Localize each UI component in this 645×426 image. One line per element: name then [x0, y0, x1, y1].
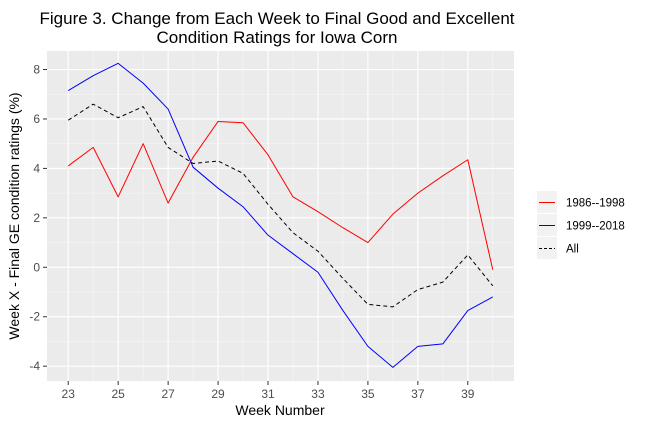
x-tick-label: 25 [111, 387, 125, 401]
y-axis-ticks: -4 -2 0 2 4 6 8 [29, 63, 47, 373]
series-line-3 [67, 103, 494, 308]
grid-major [47, 51, 514, 381]
legend: 1986--1998 1999--2018 All [537, 191, 625, 259]
series-lines [67, 62, 494, 368]
y-tick-label: 8 [33, 63, 40, 77]
x-tick-label: 29 [211, 387, 225, 401]
x-axis-title: Week Number [235, 402, 325, 418]
x-tick-label: 23 [62, 387, 76, 401]
y-tick-label: -4 [29, 359, 40, 373]
y-tick-label: -2 [29, 310, 40, 324]
x-tick-label: 37 [411, 387, 425, 401]
x-tick-label: 33 [311, 387, 325, 401]
series-line-2 [67, 62, 494, 368]
legend-label: 1986--1998 [566, 198, 625, 210]
y-tick-label: 0 [33, 260, 40, 274]
y-tick-label: 4 [33, 161, 40, 175]
chart-title-line-2: Condition Ratings for Iowa Corn [157, 28, 398, 47]
legend-label: All [566, 244, 579, 256]
chart-title-line-1: Figure 3. Change from Each Week to Final… [40, 9, 515, 28]
y-tick-label: 2 [33, 211, 40, 225]
legend-label: 1999--2018 [566, 221, 625, 233]
y-tick-label: 6 [33, 112, 40, 126]
x-tick-label: 35 [361, 387, 375, 401]
y-axis-title: Week X - Final GE condition ratings (%) [6, 92, 22, 339]
x-tick-label: 27 [161, 387, 175, 401]
x-tick-label: 39 [461, 387, 475, 401]
plot-panel [47, 51, 514, 381]
x-tick-label: 31 [261, 387, 275, 401]
x-axis-ticks: 23 25 27 29 31 33 35 37 39 [62, 381, 475, 401]
series-line-1 [67, 120, 494, 270]
grid-minor [47, 51, 514, 381]
